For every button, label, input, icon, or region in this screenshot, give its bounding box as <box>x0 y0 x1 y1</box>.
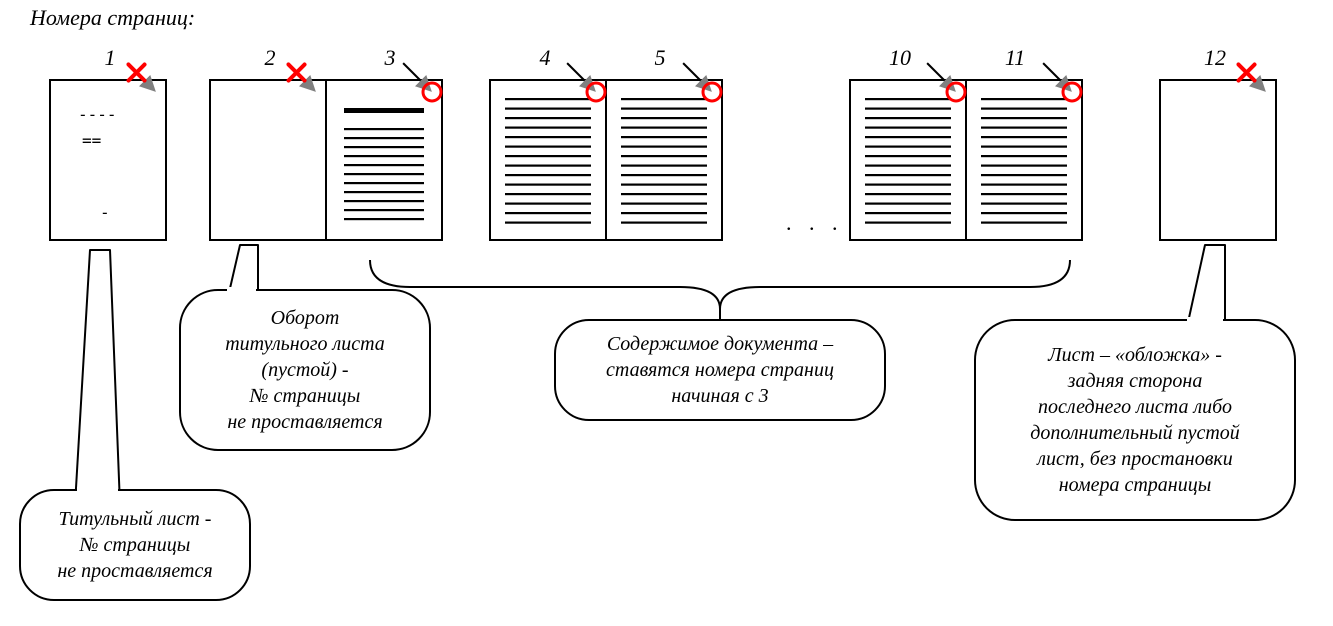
circle-mark-p11 <box>1063 83 1081 101</box>
svg-text:----: ---- <box>78 105 117 124</box>
page-number-p1: 1 <box>90 45 130 71</box>
circle-mark-p4 <box>587 83 605 101</box>
x-mark-p12 <box>1239 65 1255 81</box>
ellipsis: . . . <box>786 210 844 236</box>
x-mark-p2 <box>289 65 305 81</box>
page-number-p5: 5 <box>640 45 680 71</box>
arrow-p4 <box>567 63 594 90</box>
circle-mark-p5 <box>703 83 721 101</box>
arrow-p10 <box>927 63 954 90</box>
page-p10 <box>850 80 966 240</box>
page-p5 <box>606 80 722 240</box>
page-p4 <box>490 80 606 240</box>
callout-text-c3: Содержимое документа – ставятся номера с… <box>555 330 885 410</box>
callout-c4 <box>975 245 1295 520</box>
arrow-p12 <box>1237 63 1264 90</box>
page-p3 <box>326 80 442 240</box>
callout-c2 <box>180 245 430 450</box>
circle-mark-p10 <box>947 83 965 101</box>
callout-text-c4: Лист – «обложка» - задняя сторона послед… <box>975 330 1295 510</box>
diagram-title: Номера страниц: <box>30 5 195 31</box>
page-number-p10: 10 <box>880 45 920 71</box>
content-brace <box>370 260 1070 309</box>
callout-text-c1: Титульный лист - № страницы не проставля… <box>20 500 250 590</box>
page-number-p4: 4 <box>525 45 565 71</box>
page-number-p11: 11 <box>995 45 1035 71</box>
page-p2 <box>210 80 326 240</box>
page-p1 <box>50 80 166 240</box>
x-mark-p1 <box>129 65 145 81</box>
page-p12 <box>1160 80 1276 240</box>
page-number-p3: 3 <box>370 45 410 71</box>
svg-text:-: - <box>100 203 110 222</box>
callout-c3 <box>555 320 885 420</box>
page-p11 <box>966 80 1082 240</box>
arrow-p11 <box>1043 63 1070 90</box>
page-number-p2: 2 <box>250 45 290 71</box>
diagram-svg: ---- == - <box>0 0 1333 626</box>
arrow-p2 <box>287 63 314 90</box>
arrow-p1 <box>127 63 154 90</box>
page-number-p12: 12 <box>1195 45 1235 71</box>
circle-mark-p3 <box>423 83 441 101</box>
svg-text:==: == <box>82 131 101 150</box>
callout-c1 <box>20 250 250 600</box>
callout-text-c2: Оборот титульного листа (пустой) - № стр… <box>180 300 430 440</box>
arrow-p5 <box>683 63 710 90</box>
